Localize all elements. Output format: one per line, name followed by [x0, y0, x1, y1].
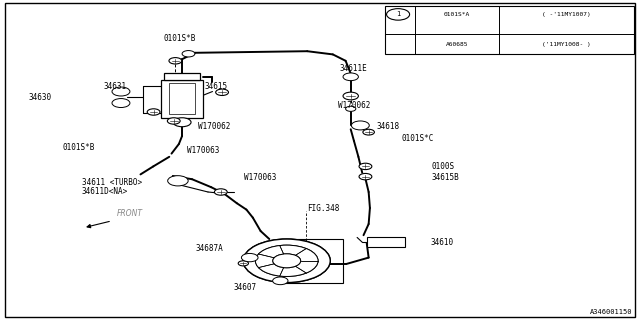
- Text: W170062: W170062: [338, 101, 371, 110]
- Circle shape: [255, 245, 318, 276]
- Text: 1: 1: [396, 12, 400, 17]
- Circle shape: [359, 163, 372, 170]
- Circle shape: [273, 277, 288, 285]
- Text: W170062: W170062: [198, 122, 231, 131]
- Circle shape: [112, 99, 130, 108]
- Text: 34615B: 34615B: [432, 173, 460, 182]
- Text: ('11MY1008- ): ('11MY1008- ): [542, 42, 591, 47]
- Circle shape: [182, 51, 195, 57]
- Bar: [280, 239, 343, 283]
- Text: 0101S*B: 0101S*B: [63, 143, 95, 152]
- Circle shape: [168, 176, 188, 186]
- Circle shape: [112, 87, 130, 96]
- Text: 34611E: 34611E: [339, 64, 367, 73]
- Text: FIG.348: FIG.348: [307, 204, 340, 212]
- Bar: [161, 80, 203, 118]
- Circle shape: [238, 261, 248, 266]
- Circle shape: [214, 189, 227, 195]
- Text: A346001150: A346001150: [590, 309, 632, 315]
- Text: FRONT: FRONT: [117, 209, 143, 218]
- Text: 0101S*A: 0101S*A: [444, 12, 470, 17]
- Text: 34687A: 34687A: [195, 244, 223, 253]
- Circle shape: [387, 9, 410, 20]
- Circle shape: [147, 109, 160, 115]
- Text: 0101S*B: 0101S*B: [163, 34, 196, 43]
- Circle shape: [216, 89, 228, 95]
- Circle shape: [173, 118, 191, 127]
- Text: 34607: 34607: [234, 283, 257, 292]
- Text: 34615: 34615: [204, 82, 227, 91]
- Circle shape: [359, 173, 372, 180]
- Circle shape: [273, 254, 301, 268]
- Circle shape: [351, 121, 369, 130]
- Circle shape: [243, 239, 330, 283]
- Text: 0101S*C: 0101S*C: [402, 134, 435, 143]
- Circle shape: [243, 239, 330, 283]
- Text: W170063: W170063: [244, 173, 277, 182]
- Text: 34610: 34610: [430, 238, 453, 247]
- Text: ( -'11MY1007): ( -'11MY1007): [542, 12, 591, 17]
- Text: A60685: A60685: [445, 42, 468, 47]
- Circle shape: [273, 254, 301, 268]
- Text: W170063: W170063: [187, 146, 220, 155]
- Bar: [385, 6, 634, 54]
- Circle shape: [343, 92, 358, 100]
- Circle shape: [255, 245, 318, 276]
- Text: 34618: 34618: [376, 122, 399, 131]
- Text: 0100S: 0100S: [432, 162, 455, 171]
- Circle shape: [343, 73, 358, 81]
- Text: 34611 <TURBO>: 34611 <TURBO>: [82, 178, 142, 187]
- Bar: [164, 73, 200, 80]
- Text: 34611D<NA>: 34611D<NA>: [82, 188, 128, 196]
- Bar: [169, 83, 195, 114]
- Text: 34630: 34630: [29, 93, 52, 102]
- Circle shape: [168, 118, 180, 124]
- Text: 34631: 34631: [104, 82, 127, 91]
- Circle shape: [363, 129, 374, 135]
- Circle shape: [169, 58, 182, 64]
- Circle shape: [241, 253, 258, 262]
- Circle shape: [346, 106, 356, 111]
- Bar: [367, 237, 405, 247]
